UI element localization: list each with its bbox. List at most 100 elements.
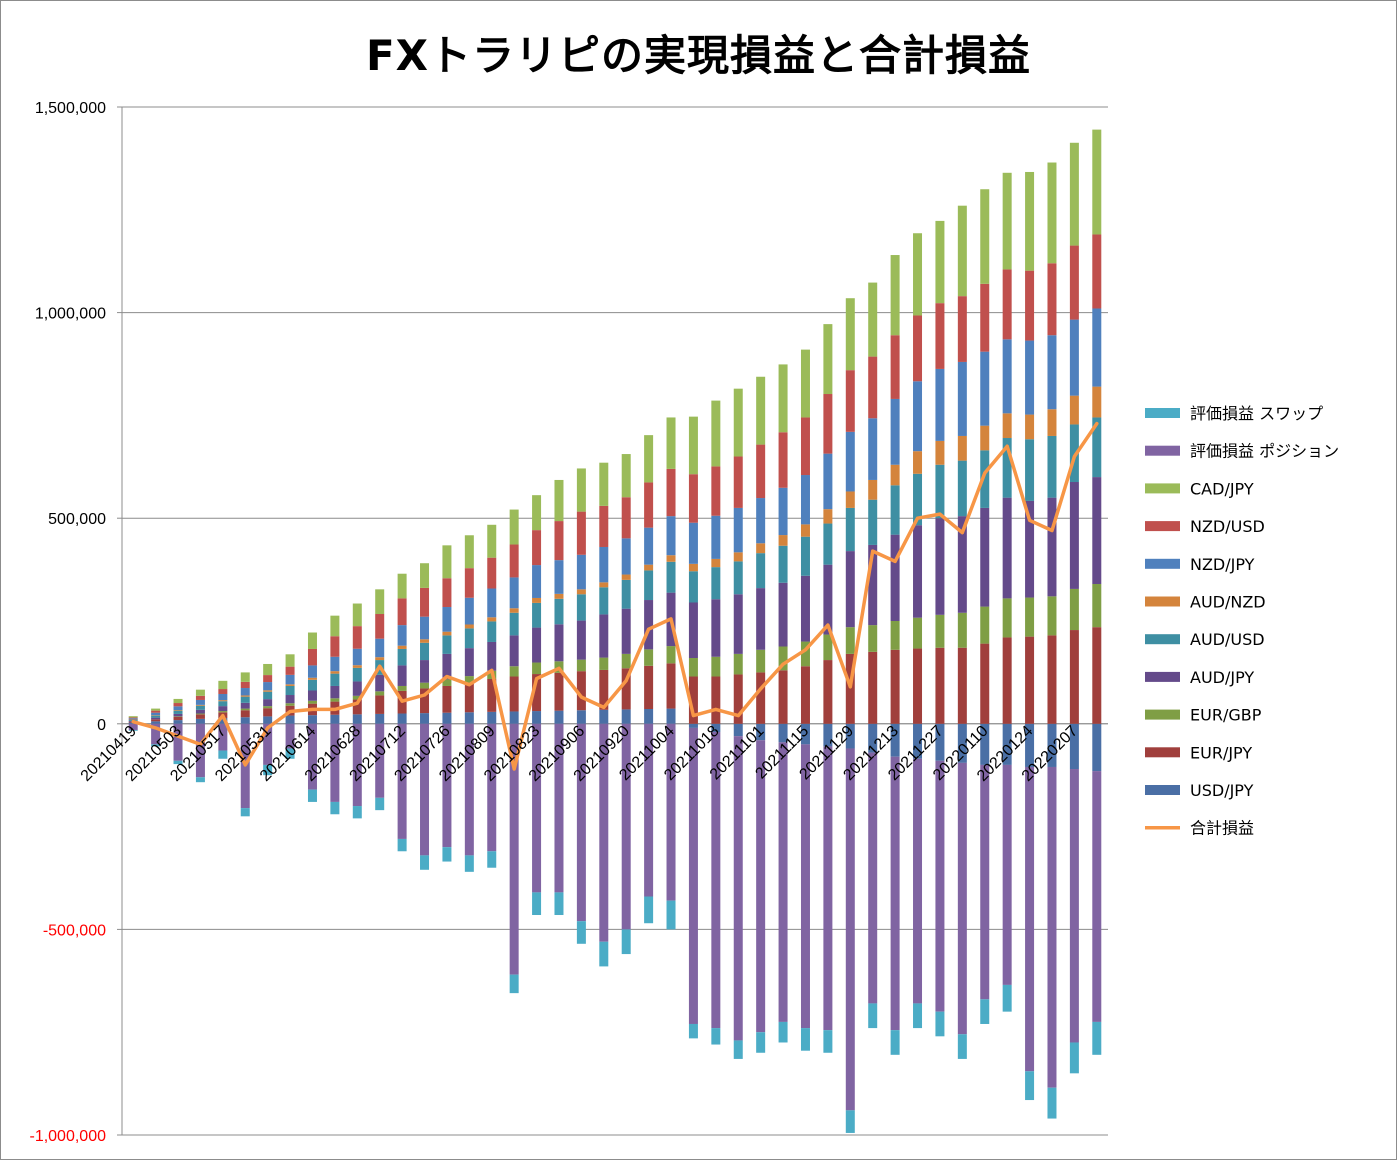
bar-NZD/JPY-20220103 <box>957 361 967 436</box>
point-合計損益-20210510 <box>198 742 202 746</box>
bar-NZD/JPY-20220214 <box>1092 308 1102 387</box>
bar-USD/JPY-20211025 <box>733 723 743 737</box>
bar-AUD/USD-20210510 <box>195 705 205 710</box>
point-合計損益-20220214 <box>1095 422 1099 426</box>
bar-評価損益 ポジション-20210712 <box>397 723 407 839</box>
bar-NZD/JPY-20210607 <box>285 674 295 685</box>
bar-NZD/JPY-20220207 <box>1069 319 1079 396</box>
bar-AUD/JPY-20210726 <box>442 653 452 680</box>
bar-AUD/JPY-20211025 <box>733 594 743 654</box>
bar-AUD/JPY-20211011 <box>688 602 698 659</box>
bar-CAD/JPY-20210419 <box>128 716 138 718</box>
bar-評価損益 スワップ-20210719 <box>420 855 430 870</box>
bar-EUR/JPY-20211108 <box>778 670 788 724</box>
bar-NZD/JPY-20211206 <box>868 418 878 480</box>
y-tick-label: 0 <box>97 717 106 734</box>
bar-CAD/JPY-20211206 <box>868 282 878 357</box>
bar-AUD/JPY-20210830 <box>554 624 564 662</box>
bar-評価損益 ポジション-20211129 <box>845 748 855 1111</box>
point-合計損益-20210809 <box>490 668 494 672</box>
bar-評価損益 ポジション-20210503 <box>173 723 183 761</box>
bar-評価損益 ポジション-20220214 <box>1092 771 1102 1022</box>
bar-EUR/JPY-20220124 <box>1025 636 1035 724</box>
bar-AUD/NZD-20211011 <box>688 563 698 572</box>
bar-NZD/USD-20211011 <box>688 474 698 523</box>
bar-EUR/JPY-20211115 <box>800 666 810 724</box>
bar-EUR/GBP-20210614 <box>307 700 317 704</box>
legend-swatch <box>1145 596 1180 607</box>
bar-NZD/USD-20210607 <box>285 666 295 675</box>
bar-series <box>128 129 1102 1133</box>
bar-USD/JPY-20211227 <box>935 723 945 761</box>
bar-AUD/USD-20220131 <box>1047 435 1057 498</box>
bar-EUR/GBP-20210705 <box>375 691 385 696</box>
bar-NZD/USD-20210712 <box>397 598 407 626</box>
bar-AUD/NZD-20211227 <box>935 440 945 465</box>
point-合計損益-20211108 <box>781 662 785 666</box>
legend-swatch <box>1145 483 1180 494</box>
bar-評価損益 ポジション-20210419 <box>128 723 138 730</box>
bar-EUR/GBP-20210823 <box>532 662 542 675</box>
point-合計損益-20211122 <box>826 623 830 627</box>
bar-NZD/USD-20210503 <box>173 703 183 707</box>
bar-AUD/USD-20211129 <box>845 507 855 552</box>
legend-label: NZD/USD <box>1190 517 1265 536</box>
bar-NZD/USD-20220124 <box>1025 270 1035 341</box>
bar-EUR/GBP-20211004 <box>666 646 676 664</box>
bar-EUR/JPY-20211018 <box>711 676 721 724</box>
legend-swatch <box>1145 671 1180 682</box>
bar-評価損益 スワップ-20210426 <box>151 744 161 747</box>
bar-USD/JPY-20210823 <box>532 711 542 724</box>
bar-CAD/JPY-20210510 <box>195 689 205 696</box>
bar-評価損益 スワップ-20210913 <box>599 941 609 967</box>
point-合計損益-20210802 <box>467 683 471 687</box>
bar-評価損益 スワップ-20220110 <box>980 999 990 1024</box>
bar-NZD/USD-20210823 <box>532 530 542 566</box>
point-合計損益-20220124 <box>1028 518 1032 522</box>
bar-AUD/USD-20210830 <box>554 598 564 625</box>
bar-CAD/JPY-20211129 <box>845 298 855 371</box>
bar-EUR/JPY-20210920 <box>621 668 631 710</box>
bar-NZD/USD-20210802 <box>464 568 474 598</box>
point-合計損益-20210906 <box>579 695 583 699</box>
bar-NZD/USD-20210426 <box>151 710 161 713</box>
bar-NZD/JPY-20210705 <box>375 638 385 658</box>
legend-swatch <box>1145 408 1180 418</box>
bar-CAD/JPY-20210906 <box>576 468 586 512</box>
bar-CAD/JPY-20220117 <box>1002 172 1012 270</box>
bar-EUR/GBP-20220110 <box>980 606 990 644</box>
bar-USD/JPY-20210906 <box>576 710 586 724</box>
bar-EUR/GBP-20220117 <box>1002 598 1012 638</box>
bar-EUR/GBP-20210510 <box>195 713 205 715</box>
bar-EUR/GBP-20210607 <box>285 703 295 706</box>
bar-AUD/JPY-20211227 <box>935 518 945 615</box>
bar-USD/JPY-20210726 <box>442 712 452 724</box>
bar-AUD/USD-20211004 <box>666 561 676 593</box>
bar-AUD/USD-20211108 <box>778 545 788 583</box>
bar-評価損益 ポジション-20211220 <box>913 758 923 1004</box>
bar-EUR/JPY-20210524 <box>240 710 250 718</box>
bar-評価損益 ポジション-20210426 <box>151 723 161 745</box>
bar-AUD/USD-20210719 <box>420 642 430 661</box>
bar-NZD/JPY-20210906 <box>576 554 586 590</box>
bar-USD/JPY-20211108 <box>778 723 788 743</box>
bar-評価損益 ポジション-20210621 <box>330 723 340 802</box>
bar-AUD/USD-20211213 <box>890 485 900 535</box>
legend-swatch <box>1145 521 1180 532</box>
bar-AUD/JPY-20210426 <box>151 717 161 720</box>
bar-NZD/JPY-20210809 <box>487 588 497 618</box>
bar-EUR/GBP-20210906 <box>576 659 586 672</box>
bar-USD/JPY-20210719 <box>420 713 430 724</box>
bar-AUD/USD-20210920 <box>621 579 631 609</box>
bar-評価損益 スワップ-20210503 <box>173 760 183 765</box>
bar-AUD/JPY-20220214 <box>1092 477 1102 584</box>
bar-AUD/NZD-20210906 <box>576 589 586 595</box>
bar-評価損益 ポジション-20210802 <box>464 723 474 856</box>
y-tick-label: 500,000 <box>48 511 106 528</box>
bar-USD/JPY-20220110 <box>980 723 990 765</box>
bar-AUD/JPY-20210809 <box>487 641 497 671</box>
bar-NZD/USD-20210628 <box>352 626 362 649</box>
bar-EUR/JPY-20220214 <box>1092 627 1102 724</box>
legend-label: 評価損益 ポジション <box>1190 442 1339 461</box>
bar-USD/JPY-20210607 <box>285 715 295 724</box>
